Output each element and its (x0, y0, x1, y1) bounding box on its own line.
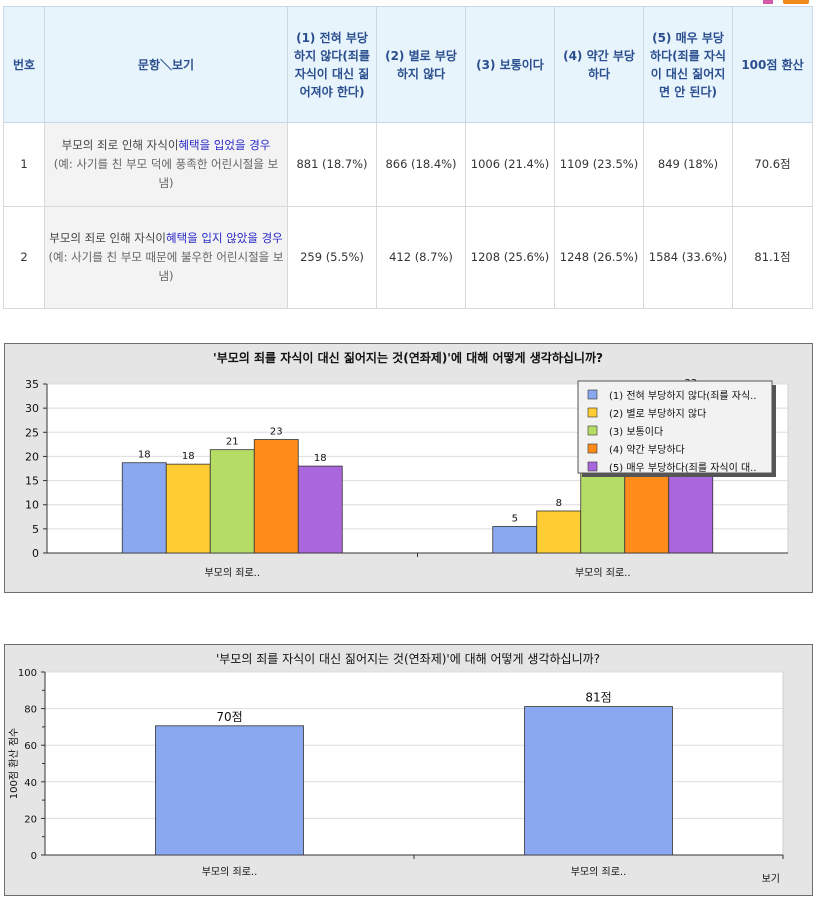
score-chart-panel: '부모의 죄를 자식이 대신 짊어지는 것(연좌제)'에 대해 어떻게 생각하십… (4, 644, 813, 896)
table-row: 2 부모의 죄로 인해 자식이혜택을 입지 않았을 경우 (예: 사기를 친 부모… (3, 206, 813, 309)
data-label: 21 (226, 437, 239, 448)
cell-option-3: 1208 (25.6%) (465, 206, 555, 309)
y-tick-label: 0 (32, 547, 39, 560)
legend-swatch (587, 443, 598, 454)
row-number: 1 (3, 122, 45, 207)
bar (524, 706, 673, 856)
legend-swatch (587, 407, 598, 418)
distribution-bar-chart: '부모의 죄를 자식이 대신 짊어지는 것(연좌제)'에 대해 어떻게 생각하십… (25, 350, 789, 579)
legend-label: (5) 매우 부당하다(죄를 자식이 대.. (609, 461, 757, 474)
header-option-5: (5) 매우 부당하다(죄를 자식이 대신 짊어지면 안 된다) (643, 6, 733, 123)
data-label: 81점 (585, 691, 611, 705)
bar (209, 449, 255, 554)
y-tick-label: 20 (25, 450, 39, 463)
y-tick-label: 5 (32, 523, 39, 536)
cell-score: 81.1점 (732, 206, 813, 309)
question-highlight: 혜택을 입었을 경우 (178, 138, 271, 152)
legend-swatch (587, 461, 598, 472)
y-tick-label: 30 (25, 402, 39, 415)
legend-label: (2) 별로 부당하지 않다 (609, 407, 706, 420)
data-label: 5 (512, 513, 518, 524)
y-tick-label: 100 (18, 668, 37, 679)
y-tick-label: 40 (24, 778, 37, 789)
bar (121, 462, 167, 554)
y-tick-label: 25 (25, 426, 39, 439)
legend-label: (4) 약간 부당하다 (609, 443, 685, 456)
chart-title: '부모의 죄를 자식이 대신 짊어지는 것(연좌제)'에 대해 어떻게 생각하십… (216, 652, 600, 666)
y-tick-label: 0 (31, 851, 37, 862)
data-label: 18 (182, 451, 195, 462)
cell-option-2: 866 (18.4%) (376, 122, 466, 207)
y-tick-label: 80 (24, 705, 37, 716)
bar (253, 439, 299, 554)
question-example: (예: 사기를 친 부모 때문에 불우한 어린시절을 보냄) (48, 250, 284, 283)
score-bar-chart: '부모의 죄를 자식이 대신 짊어지는 것(연좌제)'에 대해 어떻게 생각하십… (8, 652, 784, 885)
legend-label: (3) 보통이다 (609, 426, 663, 438)
bar (536, 510, 582, 554)
cell-option-5: 849 (18%) (643, 122, 733, 207)
header-question: 문항＼보기 (44, 6, 288, 123)
x-tick-label: 부모의 죄로.. (575, 567, 631, 579)
toolbar-button-orange[interactable] (783, 0, 809, 4)
cell-option-4: 1248 (26.5%) (554, 206, 644, 309)
row-question: 부모의 죄로 인해 자식이혜택을 입지 않았을 경우 (예: 사기를 친 부모 때… (44, 206, 288, 309)
cell-option-3: 1006 (21.4%) (465, 122, 555, 207)
x-axis-label: 보기 (762, 873, 780, 885)
header-number: 번호 (3, 6, 45, 123)
question-prefix: 부모의 죄로 인해 자식이 (61, 138, 179, 152)
data-label: 23 (270, 427, 283, 438)
cell-score: 70.6점 (732, 122, 813, 207)
header-option-2: (2) 별로 부당하지 않다 (376, 6, 466, 123)
bar (165, 463, 211, 554)
data-label: 70점 (216, 710, 242, 724)
row-number: 2 (3, 206, 45, 309)
question-prefix: 부모의 죄로 인해 자식이 (49, 231, 166, 245)
data-label: 18 (138, 450, 151, 461)
question-highlight: 혜택을 입지 않았을 경우 (166, 231, 283, 245)
data-label: 18 (314, 453, 327, 464)
x-tick-label: 부모의 죄로.. (204, 567, 260, 579)
survey-result-table: 번호 문항＼보기 (1) 전혀 부당하지 않다(죄를 자식이 대신 짊어져야 한… (3, 6, 813, 309)
y-axis-label: 100점 환산 점수 (8, 728, 20, 799)
cell-option-5: 1584 (33.6%) (643, 206, 733, 309)
cell-option-1: 881 (18.7%) (287, 122, 377, 207)
legend-swatch (587, 425, 598, 436)
chart-title: '부모의 죄를 자식이 대신 짊어지는 것(연좌제)'에 대해 어떻게 생각하십… (213, 350, 603, 365)
toolbar-icon-pink[interactable] (763, 0, 773, 4)
cell-option-2: 412 (8.7%) (376, 206, 466, 309)
header-score: 100점 환산 (732, 6, 813, 123)
cell-option-4: 1109 (23.5%) (554, 122, 644, 207)
header-option-3: (3) 보통이다 (465, 6, 555, 123)
data-label: 8 (556, 498, 562, 509)
bar (297, 465, 343, 554)
header-option-1: (1) 전혀 부당하지 않다(죄를 자식이 대신 짊어져야 한다) (287, 6, 377, 123)
distribution-chart-panel: '부모의 죄를 자식이 대신 짊어지는 것(연좌제)'에 대해 어떻게 생각하십… (4, 343, 813, 593)
legend (577, 380, 773, 474)
x-tick-label: 부모의 죄로.. (202, 866, 258, 878)
header-option-4: (4) 약간 부당하다 (554, 6, 644, 123)
x-tick-label: 부모의 죄로.. (571, 866, 627, 878)
cell-option-1: 259 (5.5%) (287, 206, 377, 309)
y-tick-label: 10 (25, 499, 39, 512)
y-tick-label: 35 (25, 378, 39, 391)
bar (492, 526, 538, 554)
bar (155, 725, 304, 856)
row-question: 부모의 죄로 인해 자식이혜택을 입었을 경우 (예: 사기를 친 부모 덕에 풍… (44, 122, 288, 207)
y-tick-label: 20 (24, 814, 37, 825)
question-example: (예: 사기를 친 부모 덕에 풍족한 어린시절을 보냄) (53, 157, 279, 190)
y-tick-label: 15 (25, 475, 39, 488)
legend-swatch (587, 389, 598, 400)
table-row: 1 부모의 죄로 인해 자식이혜택을 입었을 경우 (예: 사기를 친 부모 덕에… (3, 122, 813, 207)
y-tick-label: 60 (24, 741, 37, 752)
legend-label: (1) 전혀 부당하지 않다(죄를 자식.. (609, 389, 757, 402)
